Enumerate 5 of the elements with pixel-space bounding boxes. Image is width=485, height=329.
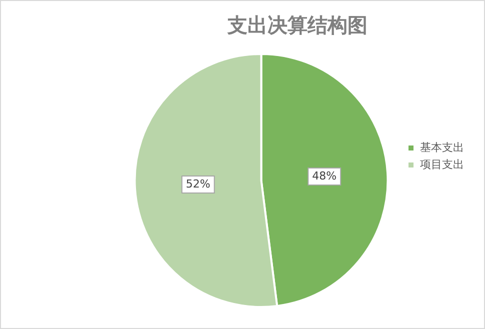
data-label: 52% [186,177,210,190]
chart-title: 支出决算结构图 [226,13,368,38]
data-label: 48% [312,169,337,182]
legend-label: 项目支出 [420,158,464,171]
legend-label: 基本支出 [420,140,464,154]
